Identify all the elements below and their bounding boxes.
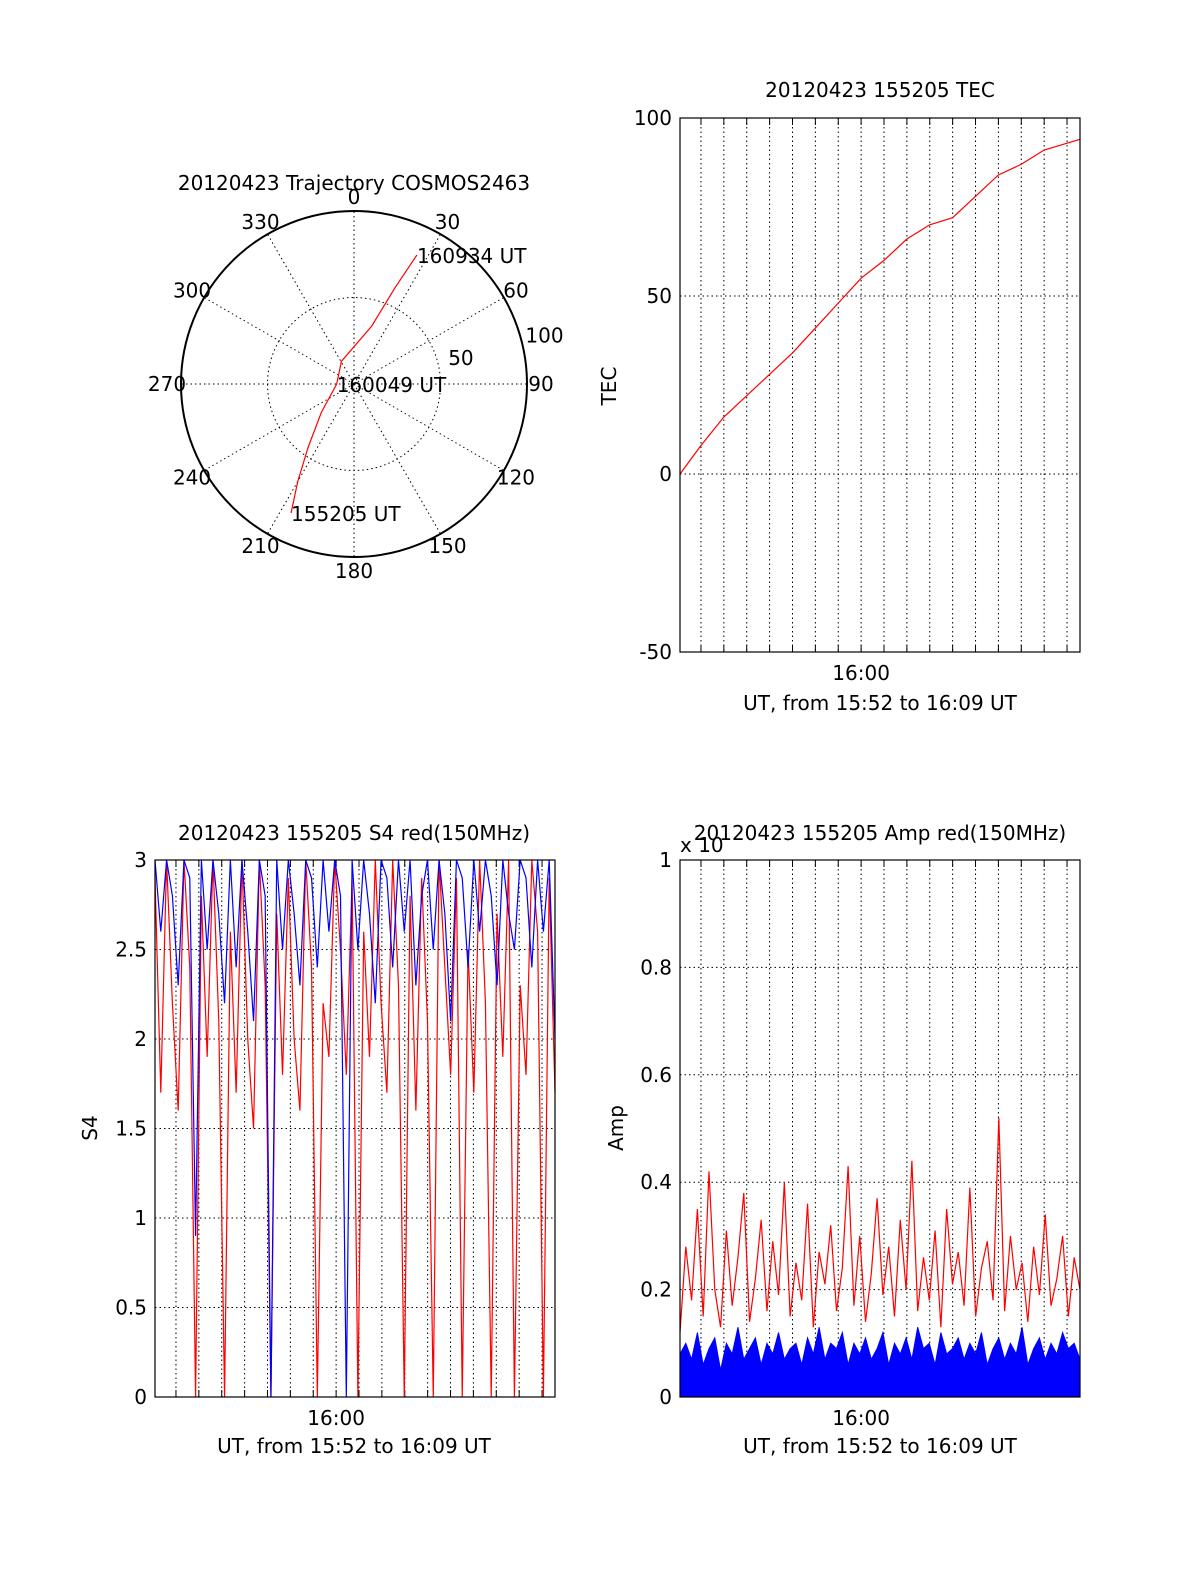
x-tick-label: 16:00 xyxy=(832,661,890,685)
trajectory-grid xyxy=(180,210,528,558)
polar-angle-label: 30 xyxy=(435,210,460,234)
polar-spoke xyxy=(353,383,441,535)
y-tick-label: 0 xyxy=(134,1385,147,1409)
series-line-red xyxy=(679,138,1081,475)
trajectory-series xyxy=(290,254,418,514)
y-tick-label: 50 xyxy=(647,284,672,308)
y-tick-label: 0.4 xyxy=(640,1170,672,1194)
amp-multiplier: x 10 xyxy=(680,833,724,857)
series-line-red xyxy=(154,859,556,1398)
polar-spoke xyxy=(267,383,355,535)
tec-xlabel: UT, from 15:52 to 16:09 UT xyxy=(743,691,1018,715)
y-tick-label: 1 xyxy=(134,1206,147,1230)
polar-angle-label: 270 xyxy=(148,372,186,396)
polar-outer-ring xyxy=(180,210,528,558)
trajectory-labels: 0 30 60 90 120 150 180 210 240 270 300 330 50 100 1609… xyxy=(148,185,564,583)
x-tick-label: 16:00 xyxy=(832,1406,890,1430)
series-area-blue xyxy=(679,1327,1081,1398)
polar-spoke xyxy=(203,383,355,471)
y-tick-label: 100 xyxy=(634,106,672,130)
polar-angle-label: 90 xyxy=(528,372,553,396)
y-tick-label: 1 xyxy=(659,848,672,872)
tec-ylabel: TEC xyxy=(597,367,621,407)
x-tick-label: 16:00 xyxy=(307,1406,365,1430)
plot-frame xyxy=(679,117,1081,653)
amp-ylabel: Amp xyxy=(604,1105,628,1151)
trajectory-panel: 20120423 Trajectory COSMOS2463 0 30 60 90 12… xyxy=(148,171,564,583)
plot-frame xyxy=(679,859,1081,1398)
polar-angle-label: 0 xyxy=(348,185,361,209)
tec-title: 20120423 155205 TEC xyxy=(765,78,995,102)
polar-angle-label: 150 xyxy=(428,534,466,558)
polar-angle-label: 240 xyxy=(173,466,211,490)
polar-spoke xyxy=(353,297,505,385)
trajectory-annotation: 160049 UT xyxy=(337,373,447,397)
tec-panel: 20120423 155205 TEC UT, from 15:52 to 16… xyxy=(597,78,1081,715)
trajectory-line xyxy=(290,254,418,514)
y-tick-label: 2.5 xyxy=(115,938,147,962)
trajectory-title: 20120423 Trajectory COSMOS2463 xyxy=(178,171,530,195)
polar-angle-label: 210 xyxy=(241,534,279,558)
s4-title: 20120423 155205 S4 red(150MHz) xyxy=(178,821,530,845)
y-tick-label: 0 xyxy=(659,1385,672,1409)
polar-angle-label: 120 xyxy=(497,466,535,490)
polar-angle-label: 180 xyxy=(335,559,373,583)
s4-ylabel: S4 xyxy=(78,1115,102,1140)
polar-angle-label: 330 xyxy=(241,210,279,234)
tec-plot-area: -50 0 50 100 16:00 xyxy=(634,106,1081,685)
series-line-red xyxy=(679,1117,1081,1333)
trajectory-annotation: 155205 UT xyxy=(291,502,401,526)
series-line-blue xyxy=(154,859,556,1398)
y-tick-label: 3 xyxy=(134,848,147,872)
amp-panel: x 10 20120423 155205 Amp red(150MHz) UT,… xyxy=(604,821,1081,1458)
s4-panel: 20120423 155205 S4 red(150MHz) UT, from … xyxy=(78,821,556,1458)
y-tick-label: 0.5 xyxy=(115,1296,147,1320)
y-tick-label: 0.6 xyxy=(640,1063,672,1087)
polar-angle-label: 60 xyxy=(503,279,528,303)
plot-frame xyxy=(154,859,556,1398)
amp-title: 20120423 155205 Amp red(150MHz) xyxy=(694,821,1066,845)
y-tick-label: 2 xyxy=(134,1027,147,1051)
polar-radius-label: 100 xyxy=(525,324,563,348)
s4-plot-area: 0 0.5 1 1.5 2 2.5 3 16:00 xyxy=(115,848,556,1430)
s4-xlabel: UT, from 15:52 to 16:09 UT xyxy=(217,1434,492,1458)
polar-radius-label: 50 xyxy=(448,346,473,370)
polar-spoke xyxy=(353,383,505,471)
y-tick-label: -50 xyxy=(639,640,672,664)
polar-spoke xyxy=(267,233,355,385)
amp-xlabel: UT, from 15:52 to 16:09 UT xyxy=(743,1434,1018,1458)
polar-spoke xyxy=(203,297,355,385)
y-tick-label: 0 xyxy=(659,462,672,486)
y-tick-label: 0.2 xyxy=(640,1278,672,1302)
trajectory-annotation: 160934 UT xyxy=(417,244,527,268)
polar-angle-label: 300 xyxy=(173,279,211,303)
y-tick-label: 0.8 xyxy=(640,955,672,979)
polar-spoke xyxy=(353,233,441,385)
y-tick-label: 1.5 xyxy=(115,1117,147,1141)
amp-plot-area: 0 0.2 0.4 0.6 0.8 1 16:00 xyxy=(640,848,1081,1430)
